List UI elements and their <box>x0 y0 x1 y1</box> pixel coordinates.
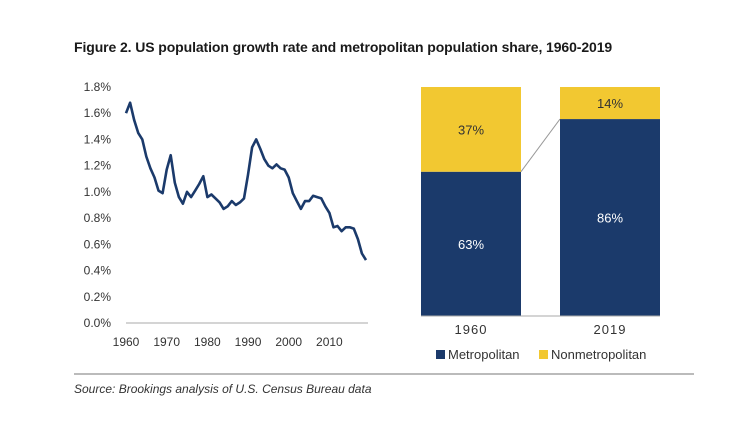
legend-label: Nonmetropolitan <box>551 347 646 362</box>
segment-label: 37% <box>458 122 484 137</box>
source-note: Source: Brookings analysis of U.S. Censu… <box>74 382 372 396</box>
y-tick-label: 1.0% <box>84 185 112 199</box>
x-tick-label: 2000 <box>275 335 302 349</box>
legend-label: Metropolitan <box>448 347 520 362</box>
legend-swatch <box>436 350 445 359</box>
bar-connector-line <box>520 118 561 173</box>
line-chart: 0.0% 0.2% 0.4% 0.6% 0.8% 1.0% 1.2% 1.4% 1.6% 1.8%… <box>84 80 368 349</box>
segment-label: 14% <box>597 96 623 111</box>
stacked-bar-chart: 63% 37% 86% 14% 1960 2019 Metropolitan Nonmet… <box>421 87 660 362</box>
bar-nonmetropolitan-2019 <box>560 87 660 120</box>
legend-swatch <box>539 350 548 359</box>
bar-category-label: 2019 <box>594 322 627 337</box>
y-axis-ticks: 0.0% 0.2% 0.4% 0.6% 0.8% 1.0% 1.2% 1.4% 1.6% 1.8% <box>84 80 112 330</box>
y-tick-label: 0.0% <box>84 316 112 330</box>
x-tick-label: 1960 <box>113 335 140 349</box>
y-tick-label: 1.2% <box>84 159 112 173</box>
x-tick-label: 1980 <box>194 335 221 349</box>
bar-metropolitan-2019 <box>560 119 660 316</box>
y-tick-label: 0.8% <box>84 211 112 225</box>
figure-title: Figure 2. US population growth rate and … <box>74 39 613 55</box>
bar-metropolitan-1960 <box>421 171 521 316</box>
y-tick-label: 0.4% <box>84 264 112 278</box>
bar-category-label: 1960 <box>455 322 488 337</box>
x-tick-label: 1970 <box>153 335 180 349</box>
legend: Metropolitan Nonmetropolitan <box>436 347 646 362</box>
growth-rate-line <box>124 101 368 261</box>
bar-nonmetropolitan-1960 <box>421 87 521 172</box>
y-tick-label: 0.2% <box>84 290 112 304</box>
x-tick-label: 2010 <box>316 335 343 349</box>
y-tick-label: 1.6% <box>84 106 112 120</box>
y-tick-label: 0.6% <box>84 237 112 251</box>
x-tick-label: 1990 <box>235 335 262 349</box>
y-tick-label: 1.8% <box>84 80 112 94</box>
x-axis-ticks: 1960 1970 1980 1990 2000 2010 <box>113 335 343 349</box>
segment-label: 63% <box>458 237 484 252</box>
y-tick-label: 1.4% <box>84 132 112 146</box>
segment-label: 86% <box>597 211 623 226</box>
